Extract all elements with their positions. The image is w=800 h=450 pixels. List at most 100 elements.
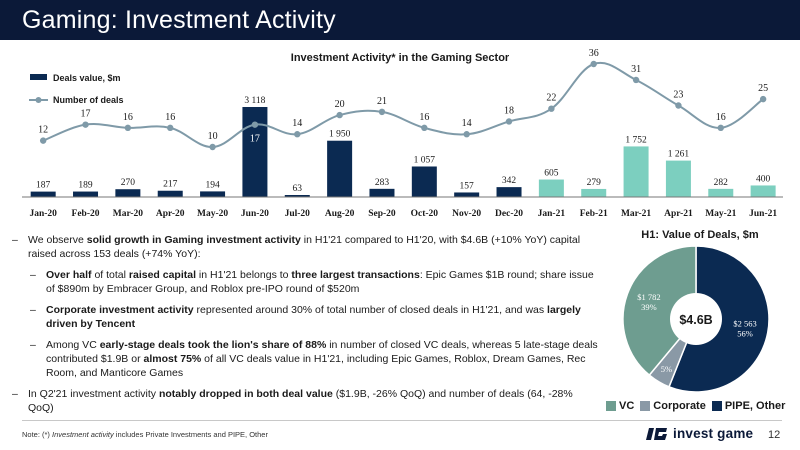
bar-May-20 [200, 191, 226, 197]
bullet-item: Corporate investment activity represente… [30, 303, 598, 331]
bullet-item: In Q2'21 investment activity notably dro… [12, 387, 598, 415]
bullet-text: We observe [28, 234, 87, 246]
bar-Feb-21 [581, 188, 607, 197]
x-tick-Jan-21: Jan-21 [538, 209, 566, 219]
legend-bar-label: Deals value, $m [53, 73, 121, 83]
chart-title: Investment Activity* in the Gaming Secto… [291, 52, 510, 64]
bar-Aug-20 [327, 140, 353, 197]
bar-label-Mar-20: 270 [121, 178, 136, 188]
pie-pct-label-pipe-other: 56% [737, 328, 753, 338]
bar-label-Jun-20: 3 118 [244, 96, 265, 106]
bar-label-Jul-20: 63 [293, 184, 303, 194]
logo-text: invest game [673, 426, 754, 441]
bar-label-Jan-21: 605 [544, 169, 559, 179]
bullet-bold-text: three largest transactions [291, 269, 420, 281]
bar-label-Apr-20: 217 [163, 180, 178, 190]
page-title: Gaming: Investment Activity [22, 6, 336, 34]
pie-pct-label-vc: 39% [641, 302, 657, 312]
line-label-Jul-20: 14 [292, 118, 302, 129]
line-point-Jan-21 [548, 105, 555, 112]
bar-Jun-21 [750, 185, 776, 197]
bullet-bold-text: Corporate investment activity [46, 304, 194, 316]
line-label-Feb-21: 36 [589, 48, 599, 59]
bullet-item: We observe solid growth in Gaming invest… [12, 233, 598, 261]
line-label-Sep-20: 21 [377, 96, 387, 107]
legend-swatch [640, 401, 651, 411]
line-label-Apr-20: 16 [165, 112, 175, 123]
legend-label: VC [619, 400, 635, 412]
bullet-bold-text: almost 75% [143, 353, 202, 365]
line-label-Jan-21: 22 [546, 93, 556, 104]
x-tick-May-20: May-20 [197, 209, 228, 219]
bar-label-Sep-20: 283 [375, 178, 390, 188]
x-tick-Aug-20: Aug-20 [325, 209, 355, 219]
pie-value-label-vc: $1 782 [637, 292, 660, 302]
bullet-text: ($1.9B, -26% QoQ) and number of deals (6… [28, 388, 573, 414]
bar-label-Aug-20: 1 950 [329, 130, 351, 140]
bar-Jan-21 [538, 179, 564, 197]
footnote-italic: Investment activity [52, 430, 114, 439]
bullet-text: : Epic Games $1B round; share issue of $… [46, 269, 594, 295]
bar-Feb-20 [73, 191, 99, 197]
line-point-Jan-20 [39, 137, 47, 144]
line-point-Feb-20 [82, 121, 89, 128]
bar-label-Apr-21: 1 261 [668, 150, 690, 160]
line-label-Jun-21: 25 [758, 83, 768, 94]
legend-swatch [606, 401, 616, 411]
deals-count-line [42, 61, 764, 149]
x-tick-Jul-20: Jul-20 [285, 209, 311, 219]
x-tick-Apr-20: Apr-20 [156, 209, 185, 219]
line-point-Mar-20 [124, 124, 132, 132]
bullet-text: in H1'21 belongs to [196, 269, 292, 281]
bar-Jul-20 [284, 195, 310, 197]
line-point-May-20 [209, 143, 216, 151]
line-point-Apr-20 [167, 124, 174, 132]
legend-label: Corporate [653, 400, 706, 412]
legend-bar-swatch [30, 74, 47, 80]
x-tick-Nov-20: Nov-20 [452, 209, 481, 219]
pie-center-label: $4.6B [679, 313, 712, 327]
line-point-Dec-20 [505, 118, 513, 125]
bullet-text: of total [91, 269, 129, 281]
pie-legend-item-vc: VC [606, 400, 634, 412]
line-point-Jun-21 [759, 95, 767, 103]
bar-label-Oct-20: 1 057 [414, 155, 436, 165]
line-label-Mar-21: 31 [631, 64, 641, 75]
line-point-Mar-21 [632, 76, 640, 84]
line-point-Jul-20 [294, 131, 301, 138]
bullet-item: Among VC early-stage deals took the lion… [30, 338, 598, 380]
bullet-bold-text: notably dropped in both deal value [158, 388, 333, 400]
line-label-May-21: 16 [716, 112, 726, 123]
bullet-bold-text: early-stage deals took the lion's share … [99, 339, 327, 351]
x-tick-Sep-20: Sep-20 [368, 209, 396, 219]
line-point-Feb-21 [590, 60, 597, 68]
x-tick-Oct-20: Oct-20 [411, 209, 439, 219]
line-point-Oct-20 [421, 124, 428, 132]
bar-label-Nov-20: 157 [460, 181, 475, 191]
line-label-Mar-20: 16 [123, 112, 133, 123]
pie-slice-vc [622, 246, 697, 377]
bar-Sep-20 [369, 188, 395, 197]
line-label-Jan-20: 12 [38, 125, 48, 136]
bar-label-May-21: 282 [714, 178, 729, 188]
bar-Oct-20 [411, 166, 437, 197]
x-tick-Jun-21: Jun-21 [749, 209, 777, 219]
legend-line-marker [35, 97, 42, 103]
bar-label-Dec-20: 342 [502, 176, 517, 186]
x-tick-Mar-20: Mar-20 [113, 209, 143, 219]
bar-May-21 [708, 188, 734, 197]
line-point-Jun-20 [251, 121, 259, 128]
x-tick-May-21: May-21 [705, 209, 736, 219]
pie-value-label-pipe-other: $2 563 [733, 318, 756, 328]
legend-swatch [711, 401, 722, 411]
bar-label-Mar-21: 1 752 [625, 135, 647, 145]
pie-center [670, 293, 722, 345]
page-number: 12 [768, 429, 781, 441]
bullet-text: in H1'21 compared to H1'20, with $4.6B (… [28, 234, 581, 260]
footnote-suffix: includes Private Investments and PIPE, O… [113, 430, 268, 439]
bullet-text: in number of closed VC deals, whereas 5 … [46, 339, 598, 365]
line-point-Sep-20 [378, 108, 386, 116]
investment-activity-chart: Investment Activity* in the Gaming Secto… [22, 48, 783, 219]
pie-legend-item-pipe: PIPE, Other [711, 400, 785, 412]
